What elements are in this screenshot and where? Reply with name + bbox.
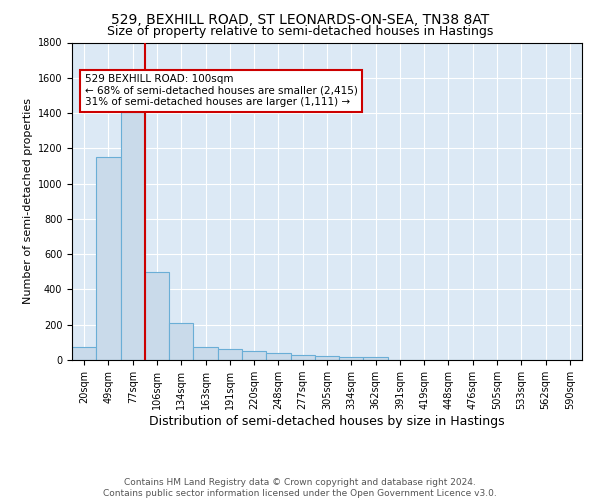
Bar: [364, 358, 388, 360]
Bar: [72, 347, 96, 360]
Bar: [169, 323, 193, 360]
X-axis label: Distribution of semi-detached houses by size in Hastings: Distribution of semi-detached houses by …: [149, 415, 505, 428]
Text: 529, BEXHILL ROAD, ST LEONARDS-ON-SEA, TN38 8AT: 529, BEXHILL ROAD, ST LEONARDS-ON-SEA, T…: [111, 12, 489, 26]
Text: Contains HM Land Registry data © Crown copyright and database right 2024.
Contai: Contains HM Land Registry data © Crown c…: [103, 478, 497, 498]
Bar: [193, 347, 218, 360]
Y-axis label: Number of semi-detached properties: Number of semi-detached properties: [23, 98, 34, 304]
Text: 529 BEXHILL ROAD: 100sqm
← 68% of semi-detached houses are smaller (2,415)
31% o: 529 BEXHILL ROAD: 100sqm ← 68% of semi-d…: [85, 74, 358, 108]
Bar: [96, 157, 121, 360]
Text: Size of property relative to semi-detached houses in Hastings: Size of property relative to semi-detach…: [107, 25, 493, 38]
Bar: [145, 272, 169, 360]
Bar: [121, 108, 145, 360]
Bar: [242, 351, 266, 360]
Bar: [266, 352, 290, 360]
Bar: [315, 356, 339, 360]
Bar: [339, 358, 364, 360]
Bar: [290, 354, 315, 360]
Bar: [218, 348, 242, 360]
